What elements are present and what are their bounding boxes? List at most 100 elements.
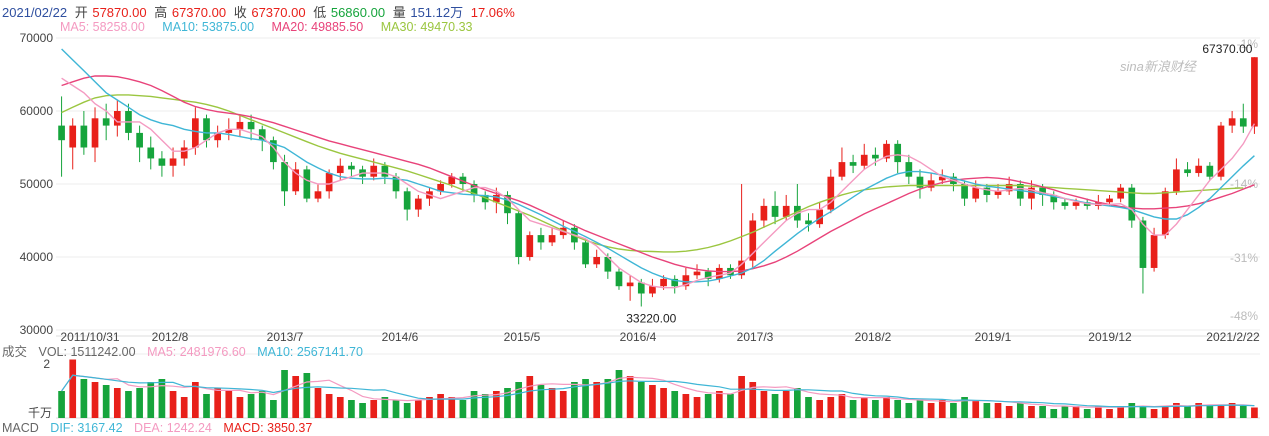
change-value: 17.06% [470, 5, 515, 20]
candle-body [827, 176, 835, 210]
volume-bar [938, 400, 946, 418]
candle-body [80, 125, 88, 148]
volume-bar [113, 388, 121, 418]
volume-axis-max: 2 [43, 357, 50, 371]
candle-body [704, 271, 712, 279]
volume-bar [493, 391, 500, 418]
volume-ma5-line [61, 374, 1255, 408]
volume-bar [994, 403, 1002, 418]
candle-body [872, 154, 879, 159]
candle-body [1217, 125, 1225, 177]
volume-bar [559, 391, 567, 418]
volume-bar [760, 391, 768, 418]
volume-bar [281, 370, 288, 418]
candle-body [749, 220, 757, 261]
volume-bar [515, 382, 522, 418]
close-label: 收 [233, 5, 247, 20]
candle-body [169, 158, 177, 166]
y-tick-label: 50000 [20, 177, 54, 191]
volume-bar [1072, 406, 1080, 418]
candle-body [1072, 202, 1080, 206]
volume-bar [1095, 406, 1102, 418]
x-tick-label: 2017/3 [737, 330, 774, 344]
volume-bar [771, 394, 779, 418]
volume-bar [58, 391, 65, 418]
volume-ma10-line [61, 374, 1255, 408]
candle-body [682, 275, 690, 287]
volume-bar [782, 391, 790, 418]
candle-body [693, 271, 701, 276]
volume-bar [1150, 409, 1158, 418]
volume-bar [883, 397, 890, 418]
candle-body [1150, 235, 1158, 268]
candle-body [526, 235, 534, 257]
candle-body [292, 169, 300, 192]
open-label: 开 [74, 5, 88, 20]
macd-dea: DEA: 1242.24 [134, 421, 212, 435]
volume-title: 成交 [2, 345, 28, 359]
candle-body [994, 191, 1002, 195]
candle-body [649, 286, 656, 294]
y-tick-label: 30000 [20, 323, 54, 337]
volume-bar [247, 394, 255, 418]
candle-body [348, 165, 355, 170]
x-tick-label: 2019/1 [975, 330, 1012, 344]
volume-bar [102, 385, 110, 418]
high-value: 67370.00 [171, 5, 227, 20]
candle-body [860, 154, 868, 166]
y-tick-label: 70000 [20, 31, 54, 45]
max-price-label: 67370.00 [1202, 42, 1252, 56]
x-tick-label: 2015/5 [504, 330, 541, 344]
candle-body [493, 194, 500, 203]
candle-body [325, 173, 333, 192]
volume-bar [136, 388, 143, 418]
volume-bar [459, 400, 467, 418]
volume-bar [91, 382, 99, 418]
volume-bar [1050, 409, 1058, 418]
low-value: 56860.00 [330, 5, 386, 20]
volume-bar [972, 400, 980, 418]
candle-body [894, 143, 902, 163]
candle-body [515, 213, 522, 257]
volume-bar [370, 400, 378, 418]
volume-bar [314, 388, 322, 418]
candle-body [180, 147, 188, 159]
volume-bar [214, 388, 221, 418]
close-value: 67370.00 [251, 5, 306, 20]
candle-body [760, 205, 768, 221]
volume-bar [849, 400, 857, 418]
candle-body [593, 257, 601, 265]
candle-body [470, 184, 478, 195]
volume-bar [794, 388, 801, 418]
volume-bar [359, 403, 366, 418]
volume-bar [1206, 406, 1214, 418]
candle-body [849, 162, 857, 166]
candle-body [136, 132, 143, 148]
volume-bar [671, 391, 679, 418]
candle-body [336, 165, 344, 174]
candle-body [303, 169, 311, 199]
volume-bar [905, 403, 913, 418]
pct-tick-label: -1% [1237, 37, 1259, 51]
volume-bar [147, 382, 155, 418]
candle-body [1005, 184, 1013, 192]
candle-body [192, 118, 199, 148]
candle-body [938, 176, 946, 181]
candle-body [1161, 191, 1169, 236]
volume-bar [950, 403, 957, 418]
volume-bar [1039, 406, 1046, 418]
volume-bar [437, 394, 444, 418]
candle-body [504, 194, 511, 214]
volume-bar [738, 376, 745, 418]
x-tick-label: 2014/6 [382, 330, 419, 344]
volume-bar [325, 394, 333, 418]
volume-bar [571, 382, 578, 418]
x-tick-label: 2019/12 [1088, 330, 1132, 344]
volume-bar [80, 379, 88, 418]
candle-body [805, 220, 812, 225]
volume-axis-unit: 千万 [28, 406, 52, 420]
candle-body [582, 242, 589, 265]
candle-body [414, 198, 422, 210]
